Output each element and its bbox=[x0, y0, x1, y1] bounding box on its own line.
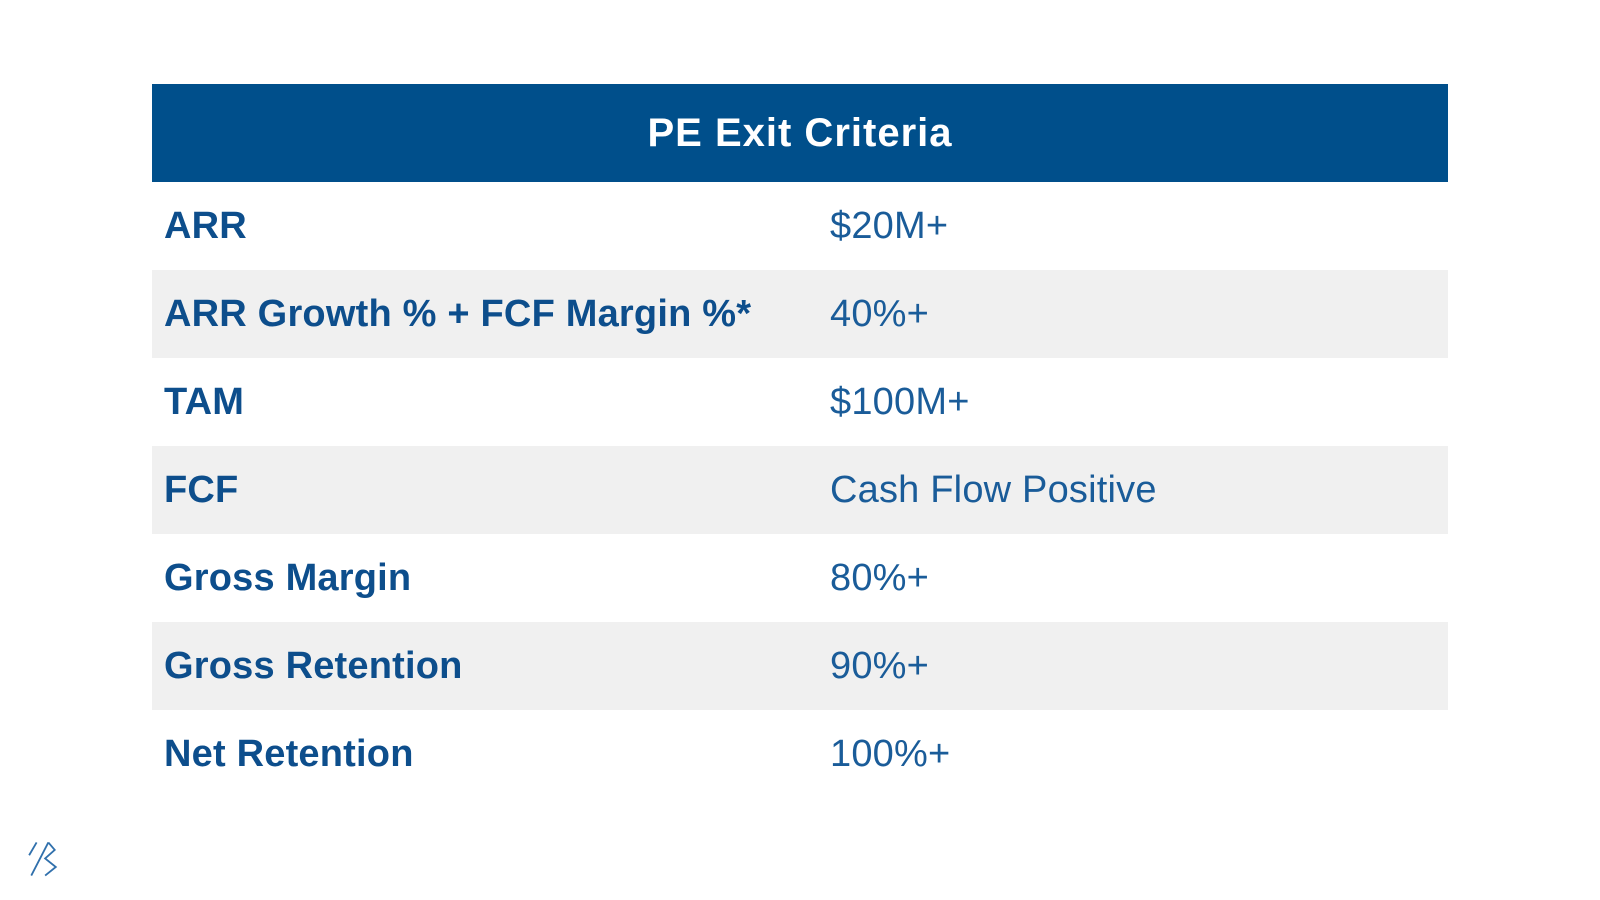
row-value: Cash Flow Positive bbox=[830, 468, 1157, 511]
row-value: 40%+ bbox=[830, 292, 930, 335]
table-row: Net Retention 100%+ bbox=[152, 710, 1448, 798]
table-row: ARR $20M+ bbox=[152, 182, 1448, 270]
table-row: Gross Retention 90%+ bbox=[152, 622, 1448, 710]
row-label: FCF bbox=[164, 468, 239, 511]
table-title: PE Exit Criteria bbox=[647, 110, 953, 155]
table-row: Gross Margin 80%+ bbox=[152, 534, 1448, 622]
table-row: TAM $100M+ bbox=[152, 358, 1448, 446]
pe-exit-criteria-table: PE Exit Criteria ARR $20M+ ARR Growth % … bbox=[152, 84, 1448, 798]
row-label: Gross Retention bbox=[164, 644, 463, 687]
slash-b-monogram-icon bbox=[27, 841, 59, 877]
row-value: 80%+ bbox=[830, 556, 930, 599]
row-label: TAM bbox=[164, 380, 245, 423]
table-row: ARR Growth % + FCF Margin %* 40%+ bbox=[152, 270, 1448, 358]
table-header-band: PE Exit Criteria bbox=[152, 84, 1448, 182]
row-label: Net Retention bbox=[164, 732, 414, 775]
row-value: $20M+ bbox=[830, 204, 949, 247]
row-label: ARR Growth % + FCF Margin %* bbox=[164, 292, 752, 335]
row-value: 100%+ bbox=[830, 732, 951, 775]
row-label: ARR bbox=[164, 204, 247, 247]
row-label: Gross Margin bbox=[164, 556, 412, 599]
row-value: $100M+ bbox=[830, 380, 970, 423]
row-value: 90%+ bbox=[830, 644, 930, 687]
table-row: FCF Cash Flow Positive bbox=[152, 446, 1448, 534]
